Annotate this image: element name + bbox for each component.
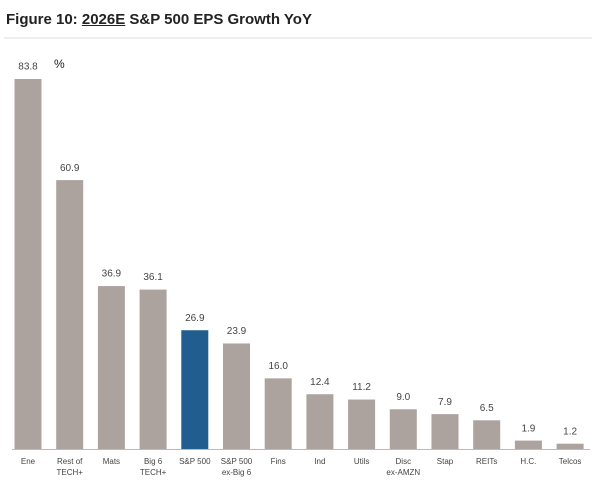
- bar: [514, 440, 542, 449]
- x-tick-label: TECH+: [56, 468, 83, 477]
- title-part: S&P 500 EPS Growth YoY: [125, 11, 312, 28]
- bar: [56, 180, 84, 449]
- unit-label: %: [54, 57, 65, 71]
- bar: [97, 286, 125, 449]
- x-tick-label: TECH+: [140, 468, 167, 477]
- value-label: 6.5: [480, 403, 494, 414]
- bar: [556, 443, 584, 449]
- x-tick-label: ex-AMZN: [386, 468, 420, 477]
- value-label: 12.4: [310, 377, 330, 388]
- x-tick-label: Stap: [437, 457, 454, 466]
- value-label: 60.9: [60, 163, 80, 174]
- value-label: 16.0: [268, 361, 288, 372]
- value-label: 9.0: [396, 392, 410, 403]
- x-tick-label: H.C.: [520, 457, 536, 466]
- x-tick-label: ex-Big 6: [222, 468, 252, 477]
- bar: [14, 79, 42, 449]
- bar: [348, 399, 376, 449]
- bar: [306, 394, 334, 449]
- bar: [264, 378, 292, 449]
- x-tick-label: Mats: [103, 457, 120, 466]
- value-label: 36.1: [143, 272, 163, 283]
- value-label: 11.2: [352, 382, 371, 393]
- value-label: 1.2: [563, 426, 577, 437]
- bar: [181, 330, 209, 449]
- x-tick-label: Telcos: [559, 457, 582, 466]
- x-tick-label: S&P 500: [179, 457, 211, 466]
- x-tick-label: Ene: [21, 457, 36, 466]
- x-tick-label: Utils: [354, 457, 370, 466]
- x-tick-label: Big 6: [144, 457, 163, 466]
- x-tick-label: Ind: [314, 457, 325, 466]
- title-part: Figure 10:: [6, 11, 82, 28]
- value-label: 36.9: [102, 269, 122, 280]
- x-tick-label: Disc: [396, 457, 412, 466]
- value-label: 83.8: [18, 62, 38, 73]
- bar: [473, 420, 501, 449]
- bar: [139, 289, 167, 449]
- bar: [389, 409, 417, 449]
- value-label: 7.9: [438, 397, 452, 408]
- title-part: 2026E: [81, 11, 126, 28]
- x-tick-label: Fins: [271, 457, 286, 466]
- x-tick-label: Rest of: [57, 457, 83, 466]
- value-label: 23.9: [227, 326, 247, 337]
- x-tick-label: S&P 500: [221, 457, 253, 466]
- bar: [431, 414, 459, 449]
- chart-title: Figure 10: 2026E S&P 500 EPS Growth YoY: [6, 11, 312, 28]
- x-tick-label: REITs: [476, 457, 497, 466]
- value-label: 1.9: [521, 423, 535, 434]
- value-label: 26.9: [185, 313, 205, 324]
- bar: [223, 343, 250, 449]
